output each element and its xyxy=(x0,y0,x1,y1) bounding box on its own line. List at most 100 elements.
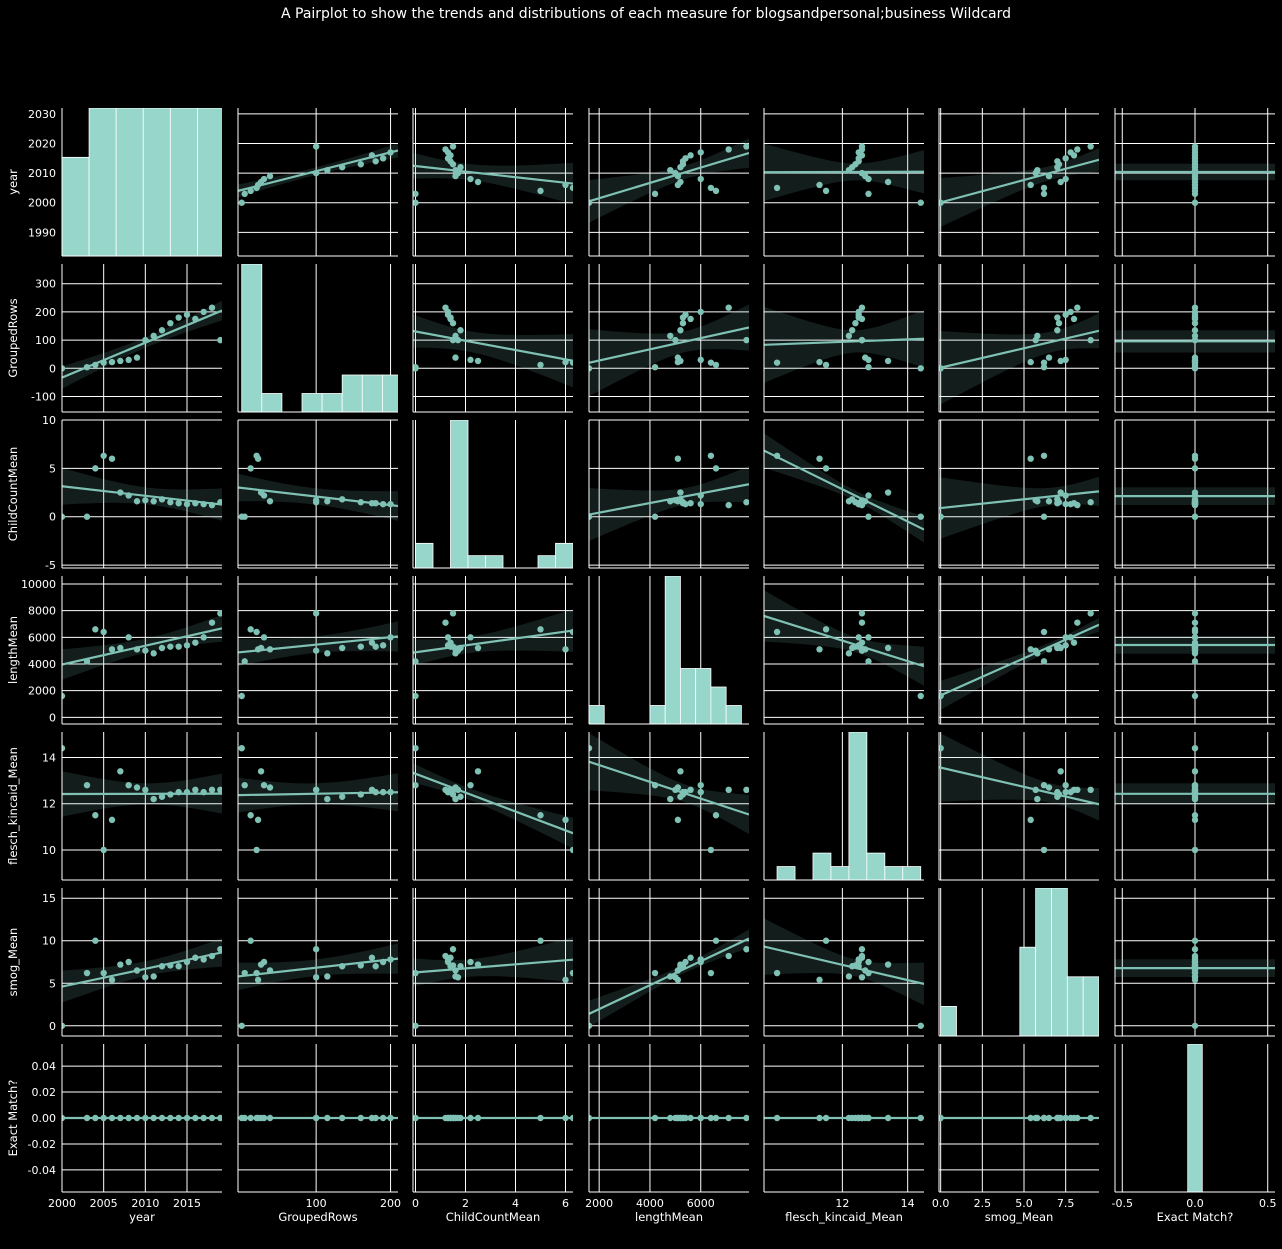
scatter-point xyxy=(1040,781,1048,789)
scatter-point xyxy=(939,744,944,752)
y-tick-label: 0 xyxy=(49,1020,56,1033)
scatter-point xyxy=(1191,1022,1199,1029)
x-axis-label: Exact Match? xyxy=(1157,1210,1234,1224)
scatter-point xyxy=(312,610,320,617)
panel-Exact Match?-vs-flesch_kincaid_Mean xyxy=(763,1044,924,1193)
scatter-point xyxy=(1027,646,1034,653)
panel-smog_Mean-vs-ChildCountMean xyxy=(412,888,573,1037)
scatter-point xyxy=(816,976,823,984)
scatter-point xyxy=(208,619,216,626)
scatter-point xyxy=(1040,363,1048,371)
scatter-point xyxy=(1087,336,1094,344)
scatter-point xyxy=(816,455,823,462)
scatter-point xyxy=(83,781,91,789)
scatter-point xyxy=(822,361,830,369)
histogram-bar xyxy=(940,1006,957,1036)
regression-line xyxy=(413,329,573,362)
scatter-point xyxy=(773,628,781,636)
scatter-point xyxy=(1191,650,1199,657)
histogram-bar xyxy=(381,374,398,412)
scatter-point xyxy=(687,315,694,323)
scatter-point xyxy=(413,363,419,371)
panel-ChildCountMean-vs-ChildCountMean xyxy=(412,420,573,569)
y-tick-label: -5 xyxy=(45,559,56,572)
scatter-point xyxy=(917,365,924,372)
x-tick-label: 0.5 xyxy=(1259,1197,1277,1210)
scatter-point xyxy=(399,1115,405,1121)
x-tick-label: 5.0 xyxy=(1015,1197,1033,1210)
scatter-point xyxy=(125,958,132,966)
scatter-point xyxy=(254,816,262,824)
scatter-point xyxy=(865,513,872,520)
scatter-point xyxy=(247,812,254,819)
histogram-bar xyxy=(589,705,605,724)
scatter-point xyxy=(1191,143,1199,150)
scatter-point xyxy=(773,359,781,366)
scatter-point xyxy=(108,976,116,984)
scatter-point xyxy=(865,634,872,641)
scatter-point xyxy=(368,786,376,794)
regression-line xyxy=(589,151,749,203)
grid-lines xyxy=(764,576,924,724)
histogram-bar xyxy=(884,866,904,880)
scatter-point xyxy=(117,768,124,775)
scatter-point xyxy=(858,639,866,646)
scatter-point xyxy=(1087,499,1094,506)
panel-Exact Match?-vs-year xyxy=(61,1044,222,1193)
scatter-point xyxy=(312,647,320,654)
histogram-bar xyxy=(241,264,263,412)
scatter-point xyxy=(858,304,866,311)
scatter-point xyxy=(1070,315,1078,323)
histogram-bar xyxy=(555,542,573,568)
scatter-point xyxy=(324,650,331,657)
scatter-point xyxy=(125,634,132,641)
scatter-point xyxy=(100,969,107,977)
y-tick-label: -0.02 xyxy=(28,1138,56,1151)
x-tick-label: 0.0 xyxy=(932,1197,950,1210)
scatter-point xyxy=(1191,354,1199,361)
y-tick-label: -100 xyxy=(31,390,56,403)
scatter-point xyxy=(1074,304,1081,311)
scatter-point xyxy=(200,956,207,963)
grid-lines xyxy=(415,420,566,568)
histogram-bar xyxy=(1035,888,1052,1036)
scatter-point xyxy=(707,452,715,459)
scatter-point xyxy=(862,354,869,361)
histogram-bar xyxy=(725,705,742,724)
scatter-point xyxy=(254,976,262,984)
scatter-point xyxy=(474,644,482,652)
scatter-point xyxy=(217,336,222,344)
scatter-point xyxy=(442,146,449,153)
scatter-point xyxy=(917,513,924,520)
regression-line xyxy=(764,614,924,668)
y-tick-label: 15 xyxy=(42,892,56,905)
scatter-point xyxy=(697,500,704,508)
grid-lines xyxy=(413,732,573,880)
grid-lines xyxy=(61,732,222,880)
scatter-point xyxy=(62,365,66,372)
panel-year-vs-smog_Mean xyxy=(938,108,1099,257)
scatter-point xyxy=(677,178,684,186)
panel-ChildCountMean-vs-Exact Match? xyxy=(1114,419,1275,569)
scatter-point xyxy=(822,626,830,633)
scatter-point xyxy=(672,974,679,981)
regression-line xyxy=(62,485,222,506)
panel-GroupedRows-vs-lengthMean xyxy=(588,264,749,413)
scatter-point xyxy=(413,199,419,206)
scatter-point xyxy=(467,634,474,641)
scatter-point xyxy=(1034,166,1041,174)
scatter-point xyxy=(884,357,892,365)
y-tick-label: 10 xyxy=(42,844,56,857)
scatter-point xyxy=(357,643,364,650)
scatter-point xyxy=(257,768,265,775)
histogram-bar xyxy=(361,374,383,412)
scatter-point xyxy=(175,314,182,321)
scatter-point xyxy=(845,973,853,980)
histogram-bar xyxy=(197,108,222,256)
scatter-point xyxy=(677,489,684,496)
scatter-point xyxy=(413,1022,419,1029)
regression-line xyxy=(62,627,222,666)
scatter-point xyxy=(1191,786,1199,794)
scatter-point xyxy=(1040,628,1048,636)
